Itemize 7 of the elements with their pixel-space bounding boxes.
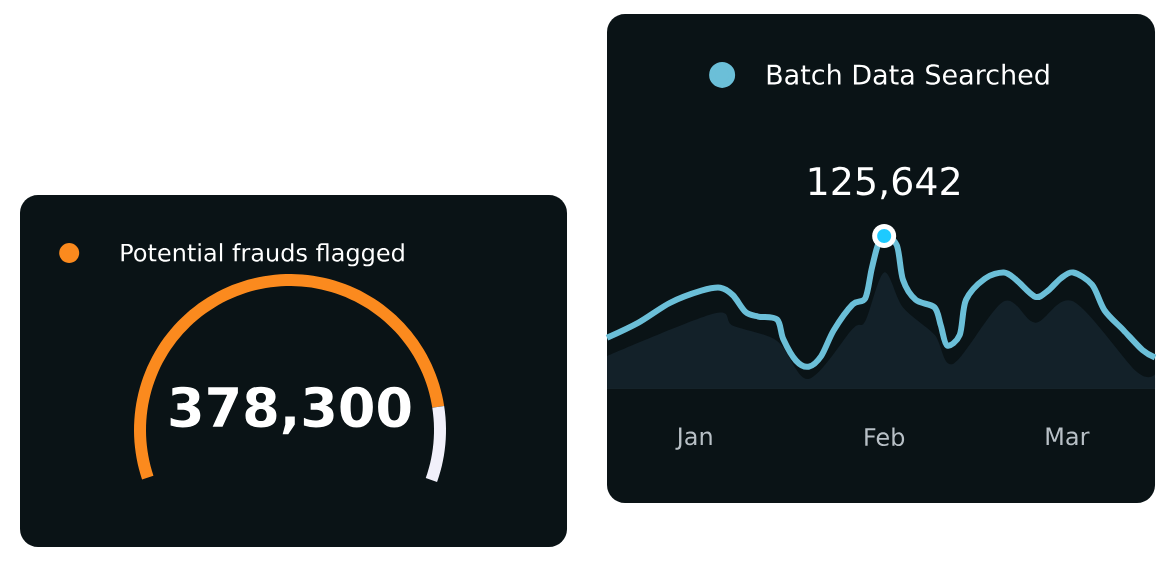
legend-label: Potential frauds flagged <box>121 243 404 267</box>
x-tick-label: Mar <box>1046 427 1090 446</box>
annotation: 125,642 <box>809 166 959 200</box>
text: 378,300 <box>170 386 411 435</box>
x-tick-label: Feb <box>865 427 905 447</box>
legend-label: Batch Data Searched <box>767 63 1049 85</box>
x-tick-label: Jan <box>675 427 712 450</box>
